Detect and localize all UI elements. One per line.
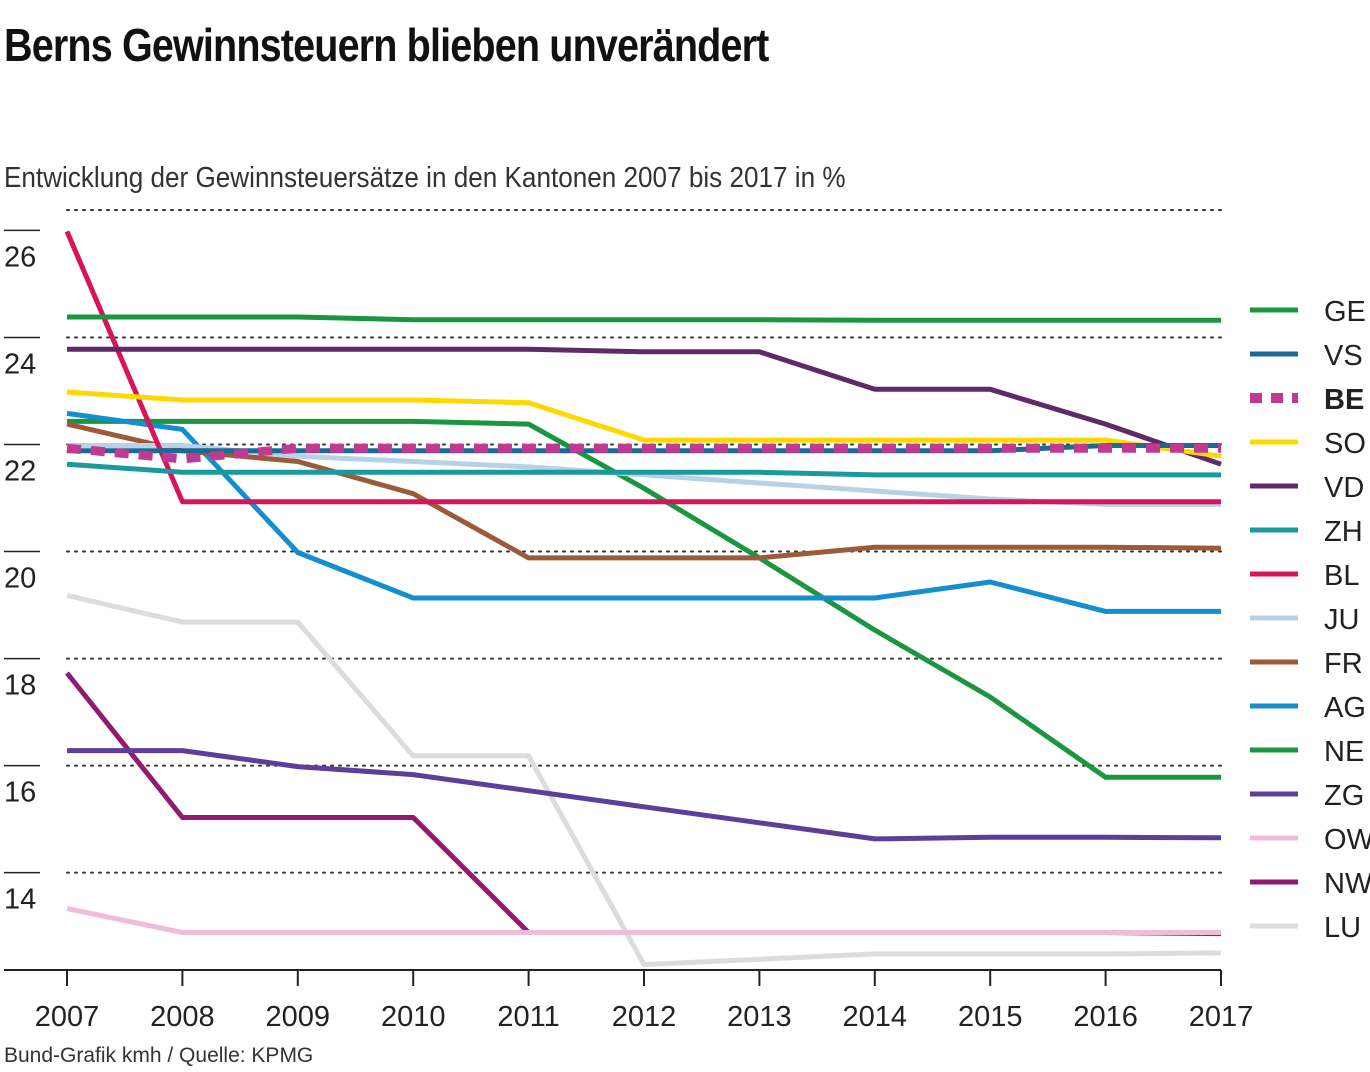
legend-label-zh: ZH: [1324, 516, 1363, 548]
series-line-zg: [67, 748, 1222, 842]
legend-label-ow: OW: [1324, 824, 1370, 856]
gridlines: [66, 209, 1222, 874]
legend-label-ne: NE: [1324, 736, 1364, 768]
y-tick-label: 22: [4, 455, 36, 487]
x-tick-label: 2008: [150, 1001, 215, 1033]
y-tick-label: 26: [4, 241, 36, 273]
chart-title: Berns Gewinnsteuern blieben unverändert: [4, 19, 769, 71]
legend-label-lu: LU: [1324, 912, 1361, 944]
x-tick-label: 2010: [381, 1001, 446, 1033]
legend-label-vs: VS: [1324, 340, 1363, 372]
y-tick-label: 14: [4, 884, 36, 916]
x-tick-label: 2016: [1073, 1001, 1138, 1033]
legend-label-fr: FR: [1324, 648, 1363, 680]
series-line-so: [66, 389, 1222, 459]
y-tick-label: 20: [4, 563, 36, 595]
chart-subtitle: Entwicklung der Gewinnsteuersätze in den…: [4, 162, 846, 194]
legend-label-nw: NW: [1324, 868, 1370, 900]
series-line-nw: [65, 671, 1222, 937]
x-tick-label: 2013: [727, 1001, 792, 1033]
axes: 14 16 18 20 22 24 26 2007 2008 2009 2010 2011 2012 20…: [4, 229, 1254, 1033]
legend-label-ag: AG: [1324, 692, 1366, 724]
x-tick-label: 2012: [612, 1001, 677, 1033]
x-tick-label: 2017: [1189, 1001, 1254, 1033]
legend-label-be: BE: [1324, 384, 1364, 416]
legend-label-ge: GE: [1324, 296, 1366, 328]
series-line-vd: [67, 346, 1222, 467]
legend: GE VS BE SO VD ZH BL JU FR AG NE ZG OW NW LU: [1250, 296, 1370, 944]
x-tick-label: 2011: [497, 1001, 559, 1033]
series-line-bl: [64, 230, 1221, 505]
legend-label-ju: JU: [1324, 604, 1359, 636]
series-line-lu: [66, 592, 1222, 968]
legend-label-bl: BL: [1324, 560, 1359, 592]
x-tick-label: 2014: [843, 1001, 908, 1033]
y-tick-label: 16: [4, 777, 36, 809]
series-line-ag: [66, 410, 1221, 614]
y-tick-label: 24: [4, 348, 36, 380]
series-line-ow: [66, 906, 1221, 935]
series-line-ge: [67, 314, 1221, 323]
x-tick-label: 2009: [266, 1001, 331, 1033]
legend-label-vd: VD: [1324, 472, 1364, 504]
x-tick-label: 2015: [958, 1001, 1023, 1033]
legend-label-zg: ZG: [1324, 780, 1364, 812]
legend-label-so: SO: [1324, 428, 1366, 460]
y-tick-label: 18: [4, 670, 36, 702]
series-line-fr: [66, 421, 1222, 561]
series-line-ne: [67, 418, 1221, 780]
series-line-be: [66, 443, 1221, 464]
source-note: Bund-Grafik kmh / Quelle: KPMG: [4, 1044, 314, 1067]
series-lines: [64, 230, 1222, 968]
x-tick-label: 2007: [35, 1001, 100, 1033]
series-line-zh: [66, 461, 1221, 478]
